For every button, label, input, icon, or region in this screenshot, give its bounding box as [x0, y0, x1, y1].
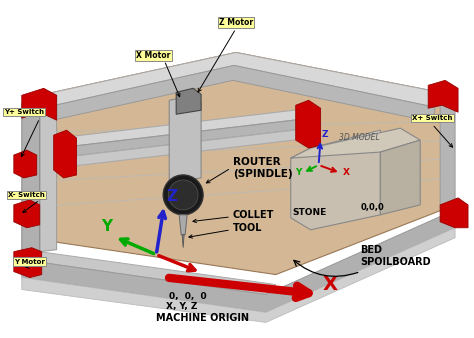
Text: X: X: [323, 274, 337, 293]
Text: X Motor: X Motor: [136, 51, 171, 60]
Polygon shape: [14, 150, 37, 178]
Polygon shape: [14, 248, 42, 277]
Text: X- Switch: X- Switch: [9, 192, 45, 198]
Polygon shape: [179, 215, 187, 235]
Polygon shape: [57, 128, 310, 168]
Text: TOOL: TOOL: [233, 223, 263, 233]
Circle shape: [168, 180, 198, 210]
Text: Z Motor: Z Motor: [219, 18, 253, 27]
Polygon shape: [40, 52, 440, 108]
Text: BED
SPOILBOARD: BED SPOILBOARD: [360, 245, 431, 267]
Text: Y: Y: [101, 219, 113, 234]
Polygon shape: [22, 228, 455, 322]
Text: Y: Y: [295, 168, 301, 177]
Polygon shape: [57, 118, 310, 158]
Text: ROUTER
(SPINDLE): ROUTER (SPINDLE): [233, 157, 292, 179]
Text: STONE: STONE: [293, 208, 327, 217]
Polygon shape: [440, 198, 468, 228]
Polygon shape: [54, 130, 77, 178]
Polygon shape: [22, 95, 40, 260]
Polygon shape: [40, 52, 455, 274]
Text: Y+ Switch: Y+ Switch: [4, 109, 44, 115]
Polygon shape: [22, 252, 276, 294]
Polygon shape: [176, 88, 201, 114]
Polygon shape: [291, 128, 420, 158]
Polygon shape: [296, 100, 320, 148]
Polygon shape: [291, 130, 380, 158]
Polygon shape: [42, 66, 435, 122]
Text: 0,0,0: 0,0,0: [360, 203, 384, 212]
Polygon shape: [22, 210, 455, 312]
Text: Z: Z: [166, 189, 177, 204]
Text: COLLET: COLLET: [233, 210, 274, 220]
Text: 3D MODEL: 3D MODEL: [338, 133, 379, 142]
Text: X: X: [343, 168, 349, 177]
Circle shape: [163, 175, 203, 215]
Text: X, Y, Z: X, Y, Z: [166, 303, 198, 311]
Polygon shape: [22, 88, 57, 120]
Polygon shape: [380, 140, 420, 215]
Text: MACHINE ORIGIN: MACHINE ORIGIN: [156, 313, 249, 323]
Polygon shape: [440, 92, 455, 210]
Polygon shape: [14, 200, 40, 228]
Polygon shape: [169, 96, 201, 182]
Text: X+ Switch: X+ Switch: [412, 115, 452, 121]
Polygon shape: [428, 80, 458, 112]
Text: Z: Z: [321, 130, 328, 139]
Polygon shape: [291, 140, 380, 230]
Text: 0,  0,  0: 0, 0, 0: [169, 292, 207, 301]
Polygon shape: [182, 235, 184, 248]
Polygon shape: [57, 108, 310, 148]
Text: Y Motor: Y Motor: [14, 259, 45, 265]
Polygon shape: [40, 95, 57, 252]
